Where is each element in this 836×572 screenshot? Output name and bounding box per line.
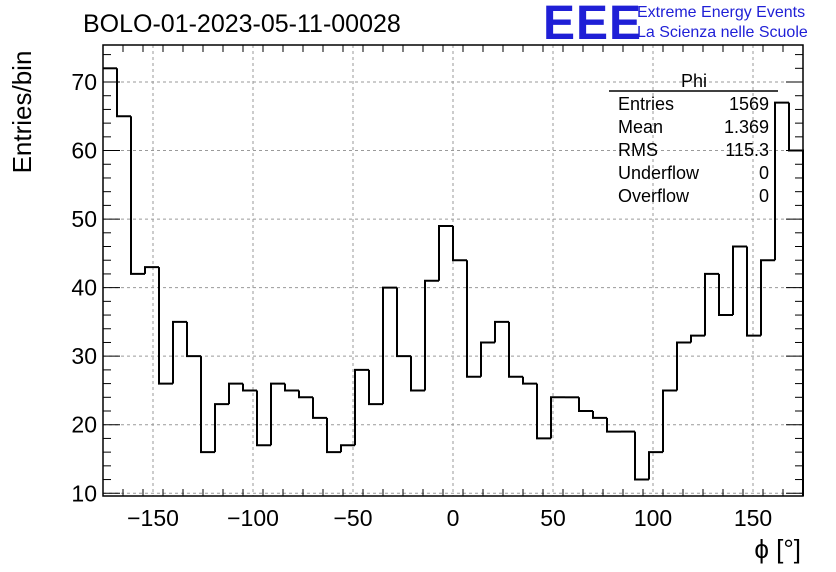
stats-label-underflow: Underflow [618, 163, 700, 183]
histogram-bin [606, 417, 621, 433]
stats-label-overflow: Overflow [618, 186, 690, 206]
histogram-bin [340, 444, 355, 453]
histogram-bin [228, 382, 243, 405]
histogram-bin [382, 286, 397, 405]
histogram-bin [368, 369, 383, 406]
y-tick-label: 60 [71, 138, 97, 164]
histogram-bin [508, 321, 523, 378]
x-axis-title: ϕ [°] [754, 534, 801, 564]
histogram-bin [718, 273, 733, 317]
histogram-bin [774, 101, 789, 261]
histogram-bin [662, 389, 677, 453]
histogram-bin [788, 102, 804, 496]
y-tick-label: 20 [71, 412, 97, 438]
histogram-bin [704, 272, 719, 336]
histogram-bin [354, 368, 369, 446]
histogram-bin [158, 267, 173, 385]
histogram-bin [172, 320, 187, 384]
eee-logo: EEE [543, 0, 643, 50]
stats-value-overflow: 0 [759, 186, 769, 206]
histogram-bin [130, 116, 145, 275]
stats-box: Phi Entries 1569 Mean 1.369 RMS 115.3 Un… [609, 71, 778, 206]
histogram-bin [550, 396, 565, 439]
histogram-bin [452, 225, 467, 262]
y-tick-label: 10 [71, 480, 97, 506]
logo-line-1: Extreme Energy Events [637, 4, 806, 21]
histogram-bin [242, 383, 257, 392]
histogram-bin [144, 266, 159, 274]
histogram-bin [746, 246, 761, 337]
histogram-bin [116, 68, 131, 118]
histogram-bin [186, 321, 201, 358]
tick-layer [102, 45, 804, 496]
histogram-bin [424, 279, 439, 391]
histogram-bin [438, 224, 453, 281]
stats-label-entries: Entries [618, 94, 674, 114]
stats-label-rms: RMS [618, 140, 658, 160]
histogram-bin [592, 411, 607, 419]
x-tick-label: −50 [333, 505, 372, 531]
plot-title: BOLO-01-2023-05-11-00028 [83, 10, 401, 38]
histogram-bin [256, 390, 271, 447]
histogram-bin [494, 320, 509, 343]
plot-frame [102, 44, 804, 497]
histogram-bin [690, 334, 705, 343]
x-tick-label: 0 [447, 505, 460, 531]
y-tick-label: 40 [71, 275, 97, 301]
histogram-bin [648, 451, 663, 480]
histogram-bin [396, 287, 411, 358]
histogram-bin [522, 376, 537, 385]
stats-title: Phi [681, 71, 707, 91]
histogram-bin [536, 383, 551, 440]
y-tick-label: 30 [71, 343, 97, 369]
logo-line-2: La Scienza nelle Scuole [637, 24, 808, 41]
histogram-bin [298, 390, 313, 399]
x-tick-label: −100 [227, 505, 279, 531]
stats-label-mean: Mean [618, 117, 663, 137]
histogram-bin [760, 259, 775, 336]
stats-value-underflow: 0 [759, 163, 769, 183]
histogram-bin [480, 341, 495, 377]
y-tick-label: 70 [71, 69, 97, 95]
histogram-bin [466, 260, 481, 378]
histogram-layer [103, 67, 804, 496]
x-tick-label: −150 [127, 505, 179, 531]
histogram-bin [284, 383, 299, 392]
x-tick-label: 50 [540, 505, 566, 531]
y-axis-title: Entries/bin [7, 51, 37, 174]
histogram-bin [200, 356, 215, 454]
stats-value-rms: 115.3 [725, 140, 769, 160]
x-tick-label: 150 [734, 505, 772, 531]
stats-value-mean: 1.369 [724, 117, 769, 137]
histogram-bin [634, 431, 649, 481]
stats-value-entries: 1569 [729, 94, 769, 114]
x-tick-label: 100 [634, 505, 672, 531]
histogram-bin [214, 403, 229, 453]
tick-label-layer: −150 −100 −50 0 50 100 150 10 20 30 40 50 60 70 [71, 69, 772, 531]
histogram-bin [676, 341, 691, 391]
histogram-bin [270, 382, 285, 446]
y-tick-label: 50 [71, 206, 97, 232]
grid-layer [103, 45, 803, 496]
histogram-bin [312, 397, 327, 419]
histogram-bin [578, 397, 593, 413]
histogram-bin [732, 245, 747, 316]
histogram-bin [326, 417, 341, 454]
histogram-bin [410, 356, 425, 392]
